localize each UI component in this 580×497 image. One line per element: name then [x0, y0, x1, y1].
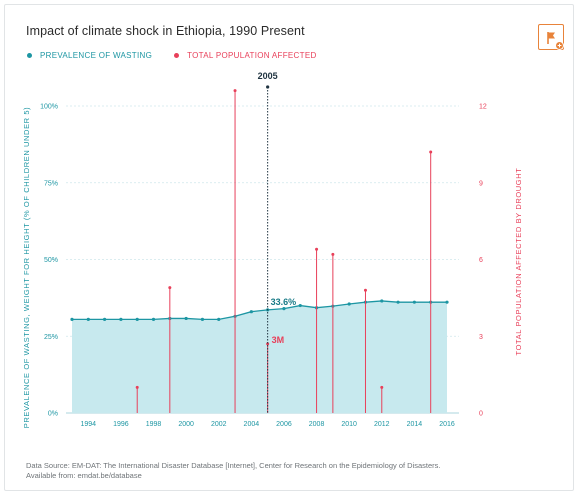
wasting-point — [412, 300, 416, 304]
wasting-point — [184, 316, 188, 321]
source-line-1: Data Source: EM-DAT: The International D… — [26, 461, 441, 470]
y-right-tick-label: 9 — [479, 180, 483, 187]
wasting-point — [200, 317, 205, 321]
x-tick-label: 1994 — [81, 421, 97, 428]
data-source-note: Data Source: EM-DAT: The International D… — [26, 461, 486, 481]
y-left-tick-label: 0% — [48, 411, 58, 418]
y-left-tick-label: 100% — [40, 104, 58, 111]
wasting-point — [135, 317, 139, 321]
legend-swatch-wasting — [27, 53, 32, 58]
legend-swatch-population — [174, 53, 180, 58]
wasting-point — [119, 317, 123, 321]
population-stem-top — [380, 385, 384, 389]
y-left-tick-label: 75% — [44, 180, 58, 187]
wasting-point — [249, 310, 253, 314]
wasting-point — [396, 300, 400, 304]
x-tick-label: 2006 — [276, 421, 292, 428]
flag-icon — [547, 32, 564, 50]
wasting-line — [72, 300, 447, 321]
source-line-2: Available from: emdat.be/database — [26, 471, 142, 480]
y-right-axis-title: TOTAL POPULATION AFFECTED BY DROUGHT — [514, 168, 523, 356]
x-tick-label: 2004 — [244, 421, 260, 428]
x-tick-label: 2002 — [211, 421, 227, 428]
x-tick-label: 2016 — [439, 421, 455, 428]
wasting-point — [70, 317, 74, 321]
x-tick-label: 1996 — [113, 421, 129, 428]
population-stem-top — [168, 286, 172, 290]
y-left-tick-label: 25% — [44, 334, 58, 341]
wasting-point — [282, 307, 286, 311]
legend-label-population: TOTAL POPULATION AFFECTED — [187, 51, 317, 60]
population-stem-top — [266, 342, 270, 346]
y-right-tick-label: 12 — [479, 104, 487, 111]
highlight-wasting-label: 33.6% — [271, 297, 297, 307]
y-right-tick-label: 0 — [479, 411, 483, 418]
x-tick-label: 2012 — [374, 421, 390, 428]
wasting-point — [347, 302, 351, 306]
y-right-tick-label: 6 — [479, 257, 483, 264]
wasting-area — [72, 300, 447, 413]
legend-label-wasting: PREVALENCE OF WASTING — [40, 51, 153, 60]
chart-title: Impact of climate shock in Ethiopia, 199… — [26, 24, 305, 38]
highlight-marker — [266, 85, 270, 89]
wasting-point — [217, 317, 221, 321]
legend: PREVALENCE OF WASTING TOTAL POPULATION A… — [27, 51, 339, 60]
legend-item-wasting[interactable]: PREVALENCE OF WASTING — [27, 51, 152, 60]
y-left-tick-label: 50% — [44, 257, 58, 264]
population-stem-top — [363, 288, 367, 292]
x-tick-label: 2010 — [341, 421, 357, 428]
population-stem-top — [315, 247, 319, 251]
wasting-point — [380, 299, 384, 303]
x-tick-label: 2008 — [309, 421, 325, 428]
wasting-point — [445, 300, 449, 304]
y-right-tick-label: 3 — [479, 334, 483, 341]
population-stem-top — [331, 252, 335, 256]
wasting-point — [298, 303, 302, 308]
population-stem-top — [135, 385, 139, 389]
highlight-year-label: 2005 — [258, 71, 278, 81]
x-tick-label: 1998 — [146, 421, 162, 428]
legend-item-population[interactable]: TOTAL POPULATION AFFECTED — [174, 51, 316, 60]
wasting-point — [151, 317, 156, 321]
population-stem-top — [429, 150, 433, 154]
x-tick-label: 2014 — [407, 421, 423, 428]
y-left-axis-title: PREVALENCE OF WASTING, WEIGHT FOR HEIGHT… — [22, 107, 31, 428]
population-stem-top — [233, 89, 237, 93]
wasting-point — [86, 317, 90, 321]
x-tick-label: 2000 — [178, 421, 194, 428]
flag-button[interactable] — [538, 24, 564, 50]
highlight-population-label: 3M — [272, 335, 285, 345]
wasting-point — [103, 317, 107, 321]
